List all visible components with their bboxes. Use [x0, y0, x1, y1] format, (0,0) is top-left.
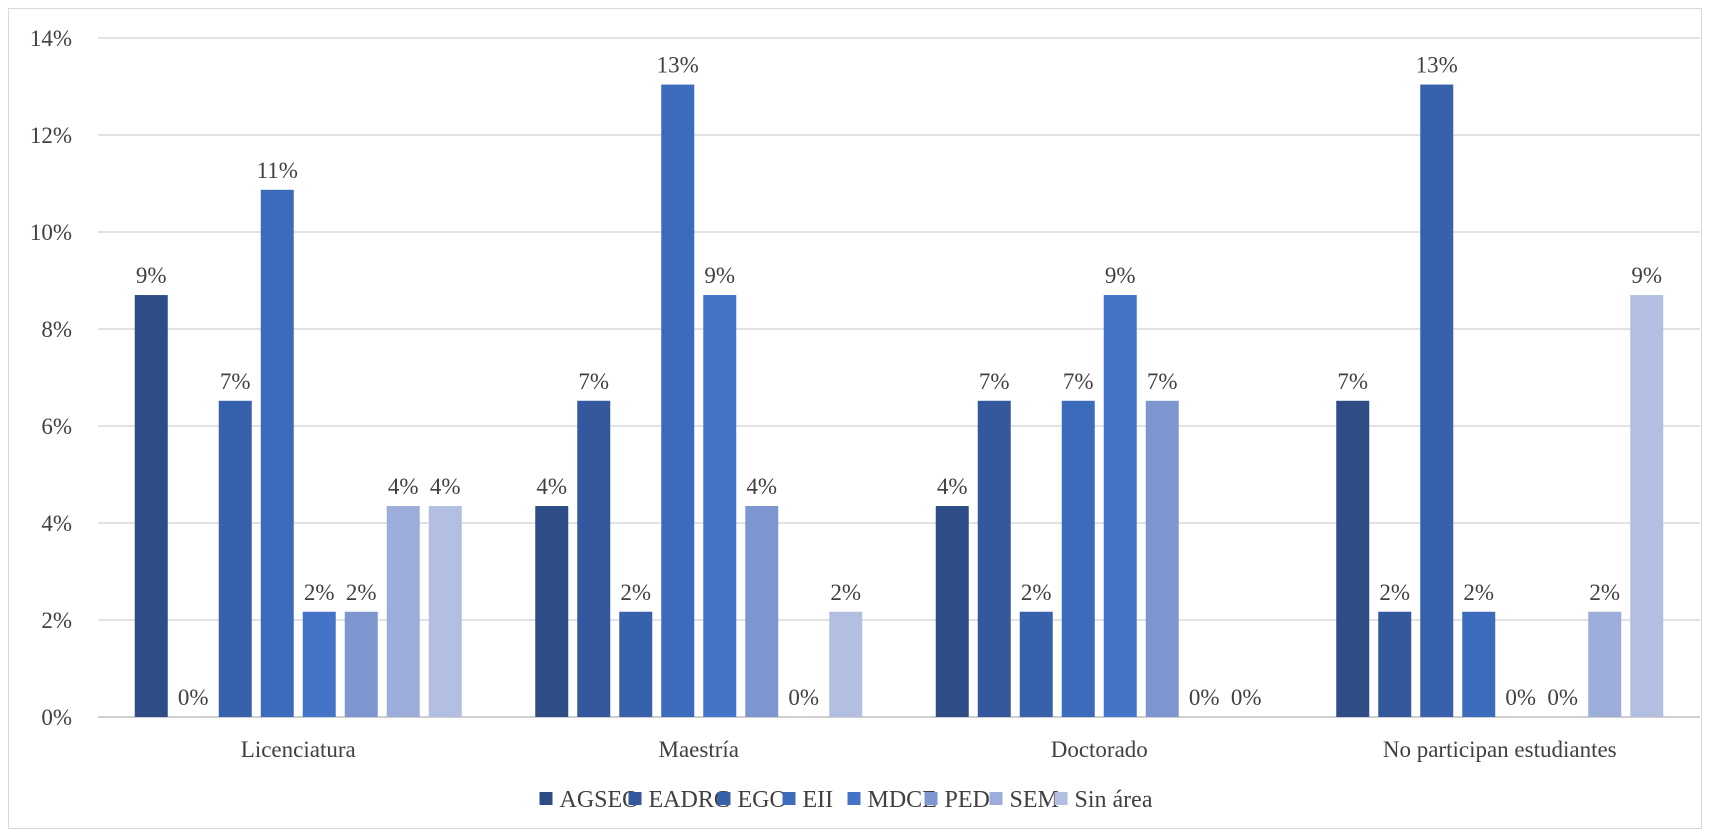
y-tick-label: 2%: [41, 608, 72, 633]
data-label: 7%: [1337, 369, 1368, 394]
data-label: 7%: [1147, 369, 1178, 394]
bar: [1019, 611, 1053, 717]
x-category-label: Doctorado: [1051, 737, 1148, 762]
y-tick-label: 8%: [41, 317, 72, 342]
bar: [829, 611, 863, 717]
bar: [1103, 295, 1137, 717]
x-category-label: Licenciatura: [241, 737, 356, 762]
legend-swatch: [1054, 792, 1068, 805]
bar: [661, 84, 695, 717]
y-tick-label: 6%: [41, 414, 72, 439]
bar: [977, 400, 1011, 717]
bar: [703, 295, 737, 717]
data-label: 9%: [1631, 263, 1662, 288]
chart-frame: [8, 8, 1702, 829]
data-label: 9%: [136, 263, 167, 288]
bar: [428, 506, 462, 717]
data-label: 0%: [1505, 685, 1536, 710]
data-label: 9%: [1105, 263, 1136, 288]
bar: [218, 400, 252, 717]
data-label: 0%: [788, 685, 819, 710]
bar: [1061, 400, 1095, 717]
data-label: 7%: [979, 369, 1010, 394]
data-label: 2%: [1021, 580, 1052, 605]
bar: [1630, 295, 1664, 717]
data-labels: 9% 0% 7% 11% 2% 2% 4% 4% 4% 7% 2% 13% 9% 4% 0% 2% 4% 7% 2%…: [136, 53, 1662, 710]
data-label: 4%: [388, 474, 419, 499]
legend-label: AGSEO: [560, 787, 640, 813]
x-axis: Licenciatura Maestría Doctorado No particip…: [241, 737, 1617, 762]
data-label: 13%: [1416, 53, 1458, 78]
y-axis: 0% 2% 4% 6% 8% 10% 12% 14%: [30, 26, 72, 730]
y-tick-label: 0%: [41, 705, 72, 730]
data-label: 2%: [346, 580, 377, 605]
data-label: 0%: [178, 685, 209, 710]
legend-label: EII: [803, 787, 834, 813]
legend-label: Sin área: [1075, 787, 1153, 813]
bar: [1420, 84, 1454, 717]
legend-label: SEM: [1010, 787, 1059, 813]
bar: [935, 506, 969, 717]
gridlines: [98, 37, 1700, 718]
bars: [134, 84, 1664, 717]
bar: [344, 611, 378, 717]
legend-label: EGO: [738, 787, 787, 813]
data-label: 0%: [1547, 685, 1578, 710]
data-label: 4%: [746, 474, 777, 499]
data-label: 7%: [1063, 369, 1094, 394]
bar: [535, 506, 569, 717]
legend-swatch: [717, 792, 731, 805]
y-tick-label: 12%: [30, 123, 72, 148]
bar: [619, 611, 653, 717]
y-tick-label: 14%: [30, 26, 72, 51]
data-label: 2%: [830, 580, 861, 605]
data-label: 9%: [704, 263, 735, 288]
bar: [1462, 611, 1496, 717]
bar: [260, 189, 294, 717]
legend-label: PED: [945, 787, 990, 813]
bar: [577, 400, 611, 717]
bar: [386, 506, 420, 717]
data-label: 7%: [578, 369, 609, 394]
y-tick-label: 4%: [41, 511, 72, 536]
data-label: 2%: [620, 580, 651, 605]
legend-swatch: [782, 792, 796, 805]
bar: [1588, 611, 1622, 717]
bar: [302, 611, 336, 717]
data-label: 0%: [1189, 685, 1220, 710]
data-label: 2%: [304, 580, 335, 605]
y-tick-label: 10%: [30, 220, 72, 245]
legend-swatch: [628, 792, 642, 805]
bar: [1145, 400, 1179, 717]
data-label: 13%: [657, 53, 699, 78]
bar: [1378, 611, 1412, 717]
data-label: 2%: [1463, 580, 1494, 605]
data-label: 2%: [1379, 580, 1410, 605]
data-label: 11%: [257, 158, 298, 183]
bar: [134, 295, 168, 717]
data-label: 7%: [220, 369, 251, 394]
legend-swatch: [539, 792, 553, 805]
x-category-label: Maestría: [659, 737, 739, 762]
bar: [1336, 400, 1370, 717]
data-label: 4%: [430, 474, 461, 499]
bar: [745, 506, 779, 717]
data-label: 4%: [536, 474, 567, 499]
data-label: 0%: [1231, 685, 1262, 710]
legend-swatch: [924, 792, 938, 805]
data-label: 2%: [1589, 580, 1620, 605]
legend-swatch: [989, 792, 1003, 805]
x-category-label: No participan estudiantes: [1383, 737, 1617, 762]
legend-swatch: [847, 792, 861, 805]
data-label: 4%: [937, 474, 968, 499]
legend-label: EADRC: [649, 787, 730, 813]
legend: AGSEO EADRC EGO EII MDCE PED SEM Sin área: [539, 787, 1153, 813]
